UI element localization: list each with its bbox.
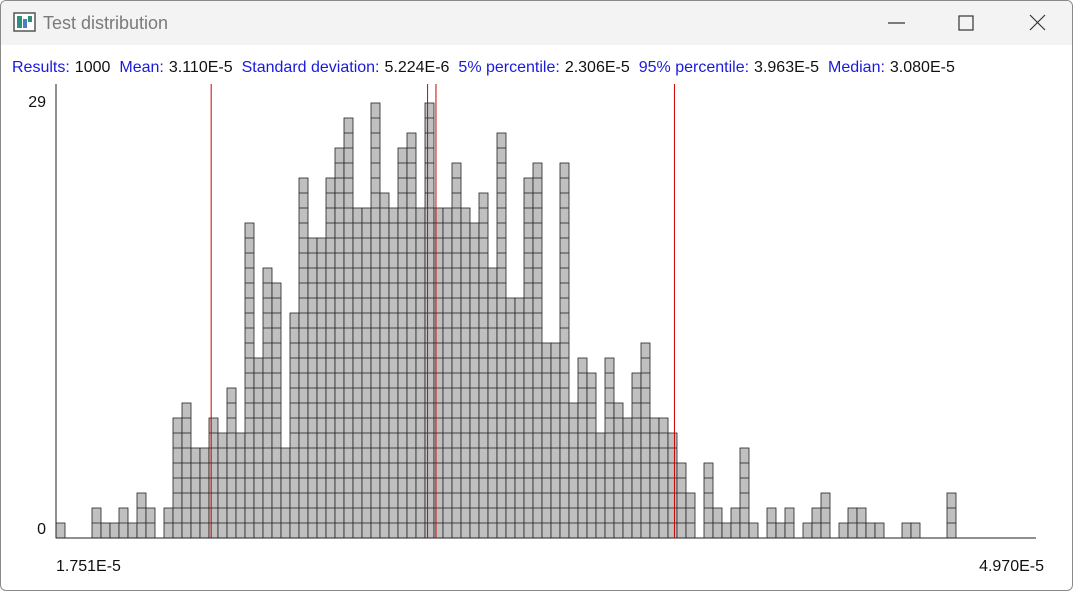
stat-label: Results: [12,59,70,76]
bar [406,132,417,539]
bar [235,432,246,539]
bar [838,522,849,539]
stat-label: 5% percentile: [458,59,560,76]
bar [595,432,606,539]
stat: 95% percentile: 3.963E-5 [639,59,819,77]
bar [802,522,813,539]
bar [865,522,876,539]
stat-value: 3.080E-5 [889,59,955,76]
window-title: Test distribution [43,13,169,33]
bar [379,192,390,539]
bar [271,282,282,539]
bar [109,522,120,539]
bar [874,522,885,539]
bar [532,162,543,539]
bar [100,522,111,539]
stat-label: 95% percentile: [638,59,750,76]
stat-label: Standard deviation: [241,59,380,76]
bar [901,522,912,539]
maximize-button[interactable] [958,15,974,31]
y-tick-label: 29 [28,94,46,111]
bar [451,162,462,539]
stat: Standard deviation: 5.224E-6 [242,59,450,77]
stat-value: 3.963E-5 [754,59,819,76]
bar [478,192,489,539]
bar [181,402,192,539]
bar [640,342,651,539]
bar [289,312,300,539]
bar [559,162,570,539]
stat: 5% percentile: 2.306E-5 [458,59,629,77]
bar [370,102,381,539]
bar [586,372,597,539]
bar [820,492,831,539]
stat-value: 1000 [74,59,111,76]
x-tick-label: 1.751E-5 [56,558,121,575]
bar [748,522,759,539]
title-bar-graphics [13,12,1046,32]
bar [424,102,435,539]
stat-value: 3.110E-5 [168,59,233,76]
stat: Mean: 3.110E-5 [119,59,232,77]
bar [217,432,228,539]
x-tick-label: 4.970E-5 [979,558,1044,575]
close-button[interactable] [1029,14,1046,31]
bar [721,522,732,539]
bar [496,132,507,539]
bar [685,492,696,539]
bar [667,432,678,539]
title-bar: Test distribution [1,1,1072,45]
bar [568,402,579,539]
bar [244,222,255,539]
bar [676,462,687,539]
bar [541,342,552,539]
bar [613,402,624,539]
y-tick-label: 0 [37,521,46,538]
stat-value: 2.306E-5 [564,59,630,76]
bar [127,522,138,539]
stats-bar: Results: 1000 Mean: 3.110E-5 Standard deviat… [12,59,955,77]
bar [469,222,480,539]
bar [631,372,642,539]
stat-value: 5.224E-6 [384,59,450,76]
stat-label: Mean: [119,59,164,76]
app-icon [13,12,36,32]
stat: Median: 3.080E-5 [828,59,955,77]
bar [946,492,957,539]
bar [136,492,147,539]
stat-label: Median: [827,59,885,76]
bar [55,522,66,539]
bar [910,522,921,539]
bar [775,522,786,539]
bar [703,462,714,539]
bar [550,342,561,539]
stat: Results: 1000 [12,59,110,77]
